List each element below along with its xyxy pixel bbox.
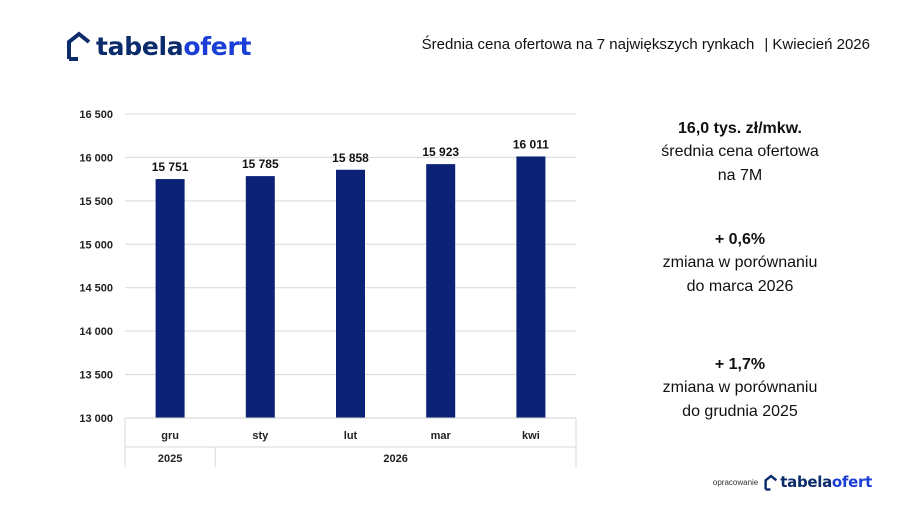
stat-label-line: do marca 2026: [686, 278, 794, 295]
house-logo-icon: [764, 473, 778, 491]
y-tick-label: 14 500: [79, 283, 113, 295]
y-tick-label: 15 000: [79, 239, 113, 251]
data-label: 15 858: [332, 151, 369, 165]
brand-name-part2: ofert: [183, 31, 252, 61]
bar: [516, 156, 546, 418]
x-group-label: 2026: [383, 453, 407, 465]
y-tick-label: 16 500: [79, 109, 113, 121]
stat-value: + 1,7%: [714, 356, 766, 373]
stat-change-december: + 1,7% zmiana w porównaniu do grudnia 20…: [620, 354, 860, 424]
bar: [245, 176, 275, 418]
x-tick-label: kwi: [522, 430, 540, 442]
house-logo-icon: [67, 31, 91, 61]
data-label: 16 011: [513, 137, 549, 151]
stat-label-line: do grudnia 2025: [682, 403, 798, 420]
y-tick-label: 13 500: [79, 370, 113, 382]
x-tick-label: lut: [344, 430, 358, 442]
stat-change-month: + 0,6% zmiana w porównaniu do marca 2026: [620, 229, 860, 299]
page-title: Średnia cena ofertowa na 7 największych …: [360, 36, 870, 53]
stat-value: + 0,6%: [714, 231, 766, 248]
x-group-label: 2025: [158, 453, 182, 465]
title-period: | Kwiecień 2026: [764, 36, 870, 53]
bar: [336, 169, 365, 418]
bar: [155, 179, 185, 418]
brand-name-part1: tabela: [96, 31, 184, 61]
footer-brand-name: tabelaofert: [780, 473, 872, 491]
footer-note: opracowanie: [712, 477, 759, 487]
brand-name-part2: ofert: [831, 473, 872, 491]
y-tick-label: 14 000: [79, 326, 113, 338]
title-text: Średnia cena ofertowa na 7 największych …: [421, 36, 755, 53]
stat-label-line: zmiana w porównaniu: [662, 254, 818, 271]
y-tick-label: 15 500: [79, 196, 113, 208]
x-tick-label: mar: [431, 430, 452, 442]
data-label: 15 785: [242, 157, 279, 171]
y-tick-label: 13 000: [79, 413, 113, 425]
x-tick-label: gru: [161, 430, 179, 442]
y-tick-label: 16 000: [79, 152, 113, 164]
data-label: 15 751: [152, 160, 189, 174]
x-tick-label: sty: [252, 430, 269, 442]
stat-label-line: średnia cena ofertowa: [661, 143, 819, 160]
brand-name: tabelaofert: [96, 32, 251, 61]
footer-credit: opracowanie tabelaofert: [713, 473, 872, 491]
stat-label-line: zmiana w porównaniu: [662, 379, 818, 396]
bar: [426, 164, 456, 418]
stat-value: 16,0 tys. zł/mkw.: [678, 120, 802, 137]
brand-logo: tabelaofert: [66, 28, 251, 64]
stat-label-line: na 7M: [717, 167, 763, 184]
brand-name-part1: tabela: [780, 473, 832, 491]
stat-average-price: 16,0 tys. zł/mkw. średnia cena ofertowa …: [620, 118, 860, 188]
data-label: 15 923: [422, 145, 459, 159]
